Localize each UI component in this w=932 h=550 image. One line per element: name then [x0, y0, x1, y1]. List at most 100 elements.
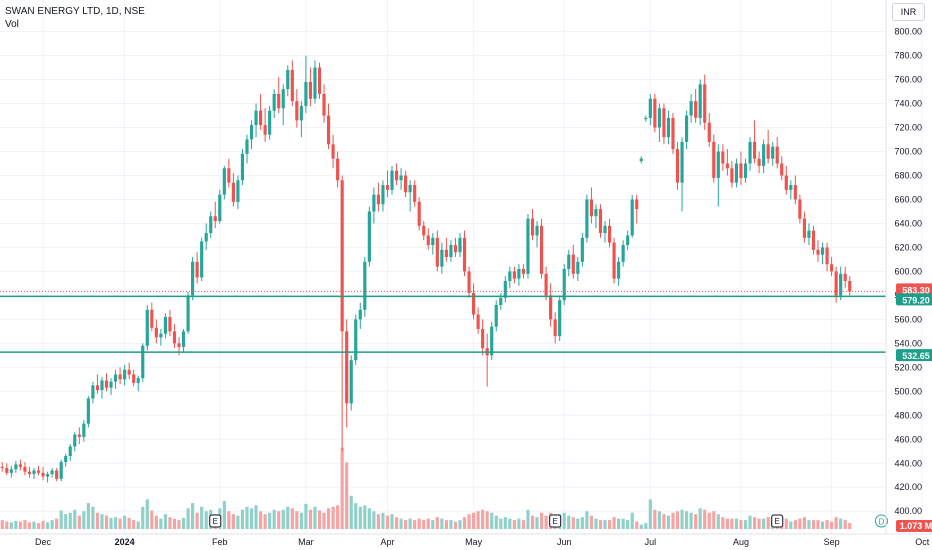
volume-bar [381, 512, 385, 529]
volume-label-bg [896, 520, 932, 532]
volume-bar [240, 509, 245, 529]
candle-body [358, 309, 362, 320]
candlesticks [0, 55, 852, 483]
volume-bar [277, 511, 281, 529]
candle-body [399, 175, 403, 181]
volume-bar [32, 521, 36, 529]
volume-bar [36, 523, 41, 529]
candle-body [612, 242, 616, 279]
volume-bar [467, 514, 471, 529]
volume-bar [562, 512, 566, 529]
candle-body [272, 93, 276, 111]
candle-body [462, 237, 467, 272]
horizontal-line-label: 532.65 [902, 351, 930, 361]
horizontal-lines[interactable] [0, 290, 886, 353]
volume-bar [499, 518, 503, 529]
volume-bar [621, 518, 625, 529]
volume-bar [653, 509, 657, 529]
candle-body [77, 434, 81, 437]
candle-body [580, 237, 584, 262]
candle-body [86, 398, 90, 424]
candle-body [617, 261, 621, 279]
volume-bar [354, 503, 358, 529]
time-axis[interactable]: Dec 2024 Feb Mar Apr May Jun Jul Aug Sep Oct [35, 537, 930, 547]
candle-body [23, 466, 27, 472]
volume-bar [725, 518, 729, 529]
candle-body [798, 199, 802, 219]
volume-bar [802, 517, 807, 529]
price-tick-label: 540.00 [894, 338, 922, 348]
volume-bar [86, 503, 90, 529]
candle-body [526, 218, 530, 274]
candle-body [757, 158, 761, 166]
volume-bar [694, 514, 698, 529]
candle-body [268, 110, 272, 135]
earnings-marker [771, 514, 784, 528]
volume-bar [113, 517, 118, 529]
candle-body [657, 108, 661, 128]
volume-bar [530, 515, 535, 529]
volume-bar [141, 506, 145, 529]
volume-legend-label: Vol [5, 19, 19, 30]
candle-body [308, 81, 313, 99]
volume-bar [0, 520, 4, 529]
volume-bar [118, 518, 122, 529]
current-price-label-bg [896, 283, 932, 296]
volume-bar [45, 522, 50, 529]
volume-bar [730, 518, 734, 529]
candle-body [231, 182, 235, 202]
volume-bar [422, 520, 426, 529]
time-tick-label: Jul [645, 537, 657, 547]
volume-bar [521, 520, 526, 529]
volume-bar [222, 500, 226, 529]
volume-bar [657, 511, 661, 529]
price-tick-label: 700.00 [894, 146, 922, 156]
candle-body [675, 149, 680, 183]
candle-body [349, 360, 353, 404]
horizontal-line-label-bg [896, 293, 932, 306]
volume-bar [453, 521, 458, 529]
volume-bar [766, 517, 770, 529]
candle-body [209, 216, 213, 234]
volume-bar [286, 506, 290, 529]
candle-body [222, 168, 226, 195]
candle-body [249, 125, 254, 140]
candle-body [213, 216, 217, 222]
volume-bar [390, 514, 394, 529]
candle-body [385, 185, 390, 190]
candle-body [730, 168, 734, 183]
volume-bar [313, 506, 317, 529]
currency-button[interactable]: INR [892, 3, 925, 21]
candle-body [168, 316, 172, 332]
price-axis[interactable]: 400.00 420.00 440.00 460.00 480.00 500.00 520.… [894, 27, 922, 517]
earnings-marker-label: E [552, 517, 557, 526]
horizontal-line-label: 579.20 [902, 295, 930, 305]
candle-body [843, 273, 847, 281]
volume-bar [336, 505, 340, 529]
candle-body [408, 185, 412, 193]
candle-body [313, 67, 317, 99]
candle-body [381, 185, 385, 205]
time-tick-label: Dec [35, 537, 52, 547]
volume-bar [743, 520, 748, 529]
candle-body [145, 309, 149, 346]
volume-bar [490, 512, 494, 529]
candle-body [73, 434, 77, 447]
volume-bar [322, 512, 326, 529]
candle-body [14, 464, 18, 470]
volume-bar [843, 520, 847, 529]
volume-bar [340, 447, 344, 529]
candle-body [322, 93, 326, 116]
candle-body [277, 93, 281, 109]
candle-body [467, 271, 471, 293]
time-tick-label: May [465, 537, 483, 547]
price-tick-label: 800.00 [894, 27, 922, 37]
candle-body [508, 271, 512, 281]
candle-body [68, 446, 72, 457]
candle-body [816, 249, 820, 255]
volume-bar [485, 511, 489, 529]
price-tick-label: 780.00 [894, 51, 922, 61]
volume-bar [626, 520, 630, 529]
price-tick-label: 440.00 [894, 458, 922, 468]
